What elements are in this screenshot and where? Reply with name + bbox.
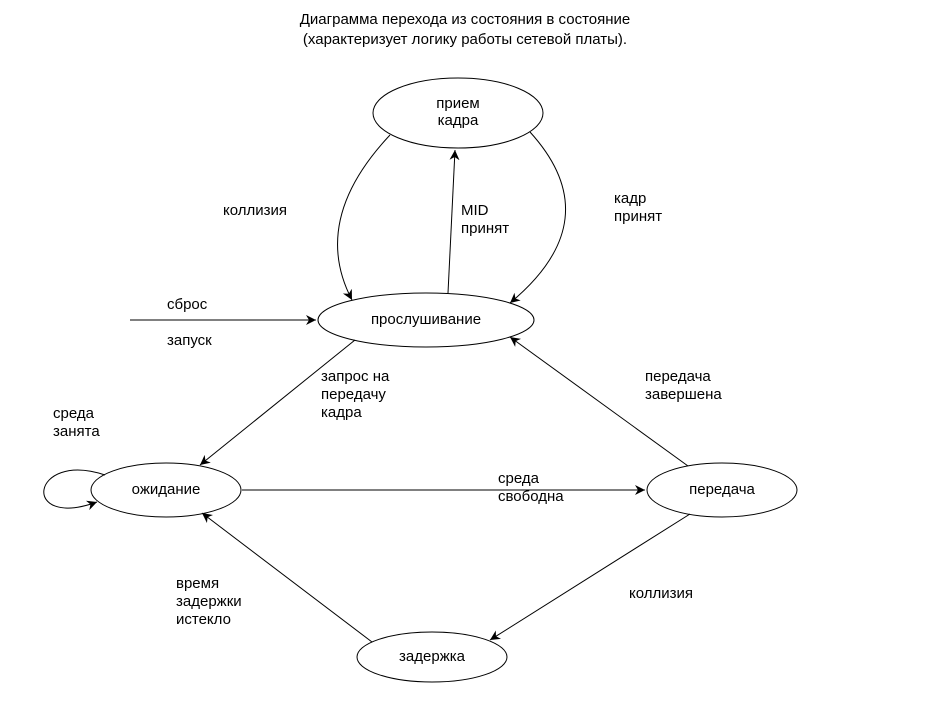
edge-receive-listen-collision [338,135,390,300]
node-wait [91,463,241,517]
edge-delay-wait [202,513,372,642]
node-listen [318,293,534,347]
node-delay [357,632,507,682]
edge-transmit-listen [510,337,688,466]
edge-transmit-delay [490,514,690,640]
state-diagram [0,0,933,727]
edge-receive-listen-frame [510,132,566,303]
node-transmit [647,463,797,517]
edge-listen-wait [200,340,355,465]
node-receive [373,78,543,148]
edge-listen-receive [448,150,455,293]
edge-wait-selfloop [44,470,105,508]
